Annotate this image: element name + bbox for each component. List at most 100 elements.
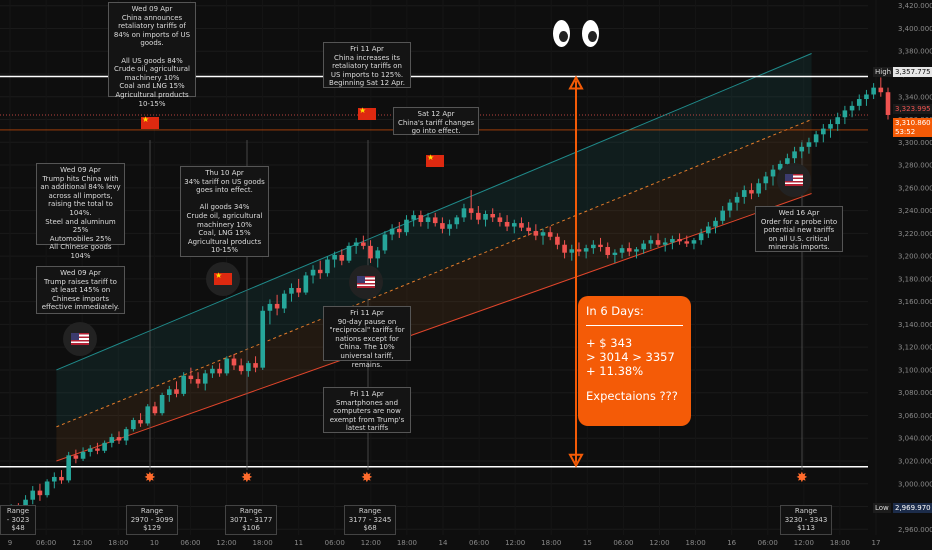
candle-body xyxy=(533,231,539,236)
candle-body xyxy=(310,269,316,276)
candle-body xyxy=(188,375,194,380)
x-tick-label: 12:00 xyxy=(216,539,236,547)
y-tick-label: 3,080.000 xyxy=(898,389,932,397)
candle-body xyxy=(116,437,122,441)
candle-body xyxy=(497,217,503,222)
x-tick-label: 15 xyxy=(583,539,592,547)
candle-body xyxy=(468,208,474,213)
candle-body xyxy=(476,212,481,220)
candle-body xyxy=(526,227,531,232)
note-90-day-pause: Fri 11 Apr 90-day pause on "reciprocal" … xyxy=(323,306,411,369)
us-flag-icon xyxy=(71,333,89,345)
candle-body xyxy=(296,287,301,293)
candle-body xyxy=(274,303,280,309)
callout-divider xyxy=(586,325,683,326)
y-tick-label: 3,380.000 xyxy=(898,48,932,56)
candle-body xyxy=(777,163,783,170)
candle-body xyxy=(174,389,179,394)
candle-body xyxy=(612,252,618,255)
y-tick-label: 3,060.000 xyxy=(898,412,932,420)
candle-body xyxy=(511,223,517,227)
candle-body xyxy=(202,373,208,384)
candle-body xyxy=(246,363,251,372)
y-tick-label: 3,100.000 xyxy=(898,366,932,374)
range-label: Range 3071 - 3177 $106 xyxy=(225,505,277,535)
candle-body xyxy=(131,420,136,430)
x-tick-label: 06:00 xyxy=(613,539,633,547)
x-tick-label: 12:00 xyxy=(649,539,669,547)
x-tick-label: 18:00 xyxy=(685,539,705,547)
y-tick-label: 2,960.000 xyxy=(898,526,932,534)
candle-body xyxy=(634,249,639,252)
x-tick-label: 17 xyxy=(872,539,881,547)
candle-body xyxy=(828,124,833,129)
y-tick-label: 3,220.000 xyxy=(898,230,932,238)
eye-icon-left xyxy=(553,20,570,47)
note-china-125: Fri 11 Apr China increases its retaliato… xyxy=(323,42,411,88)
candle-body xyxy=(648,240,654,244)
x-tick-label: 06:00 xyxy=(469,539,489,547)
candle-body xyxy=(217,368,222,374)
channel-lower-line xyxy=(56,193,812,462)
candle-body xyxy=(691,240,697,244)
candle-body xyxy=(583,248,589,252)
x-tick-label: 12:00 xyxy=(794,539,814,547)
candle-body xyxy=(540,232,546,236)
note-trump-104: Wed 09 Apr Trump hits China with an addi… xyxy=(36,163,125,260)
candle-body xyxy=(878,87,884,93)
candle-body xyxy=(490,214,496,218)
callout-line-gain: + $ 343 xyxy=(586,336,633,350)
candle-body xyxy=(396,228,402,233)
candle-body xyxy=(785,158,790,164)
candle-body xyxy=(598,244,603,248)
x-tick-label: 06:00 xyxy=(758,539,778,547)
eye-icon-right xyxy=(582,20,599,47)
x-tick-label: 16 xyxy=(727,539,736,547)
candle-body xyxy=(483,214,488,220)
y-tick-label: 3,000.000 xyxy=(898,480,932,488)
y-tick-label: 3,300.000 xyxy=(898,139,932,147)
candle-body xyxy=(145,406,151,424)
y-tick-label: 3,160.000 xyxy=(898,298,932,306)
candle-body xyxy=(698,233,704,241)
candle-body xyxy=(303,275,309,293)
candle-body xyxy=(361,242,366,246)
candle-body xyxy=(684,241,690,244)
candle-body xyxy=(195,379,201,384)
x-tick-label: 14 xyxy=(439,539,448,547)
candle-body xyxy=(749,190,754,194)
china-flag-icon xyxy=(141,115,159,129)
y-tick-label: 3,120.000 xyxy=(898,344,932,352)
x-tick-label: 06:00 xyxy=(180,539,200,547)
range-label: Range 3230 - 3343 $113 xyxy=(780,505,832,535)
candle-body xyxy=(52,476,57,482)
y-tick-label: 3,200.000 xyxy=(898,253,932,261)
channel-upper-fill xyxy=(56,53,812,427)
candle-body xyxy=(260,310,266,368)
burst-icon: ✸ xyxy=(361,470,373,486)
countdown-label: 53:52 xyxy=(893,127,932,137)
us-flag-icon xyxy=(785,174,803,186)
range-arrow-head-up xyxy=(568,75,584,90)
candle-body xyxy=(806,142,812,147)
candle-body xyxy=(569,249,575,253)
candle-body xyxy=(325,259,330,274)
candle-body xyxy=(123,429,129,441)
candle-body xyxy=(224,358,230,374)
candle-body xyxy=(181,375,186,394)
range-label: Range 3177 - 3245 $68 xyxy=(344,505,396,535)
x-tick-label: 12:00 xyxy=(505,539,525,547)
candle-body xyxy=(576,249,582,252)
candle-body xyxy=(231,358,237,366)
candle-body xyxy=(238,365,244,372)
candle-body xyxy=(152,406,158,414)
burst-icon: ✸ xyxy=(241,470,253,486)
candle-body xyxy=(734,196,740,203)
candle-body xyxy=(461,208,467,218)
candle-body xyxy=(756,183,761,194)
candle-body xyxy=(842,110,848,118)
candle-body xyxy=(317,269,323,274)
candle-body xyxy=(368,245,373,259)
candle-body xyxy=(562,244,567,253)
